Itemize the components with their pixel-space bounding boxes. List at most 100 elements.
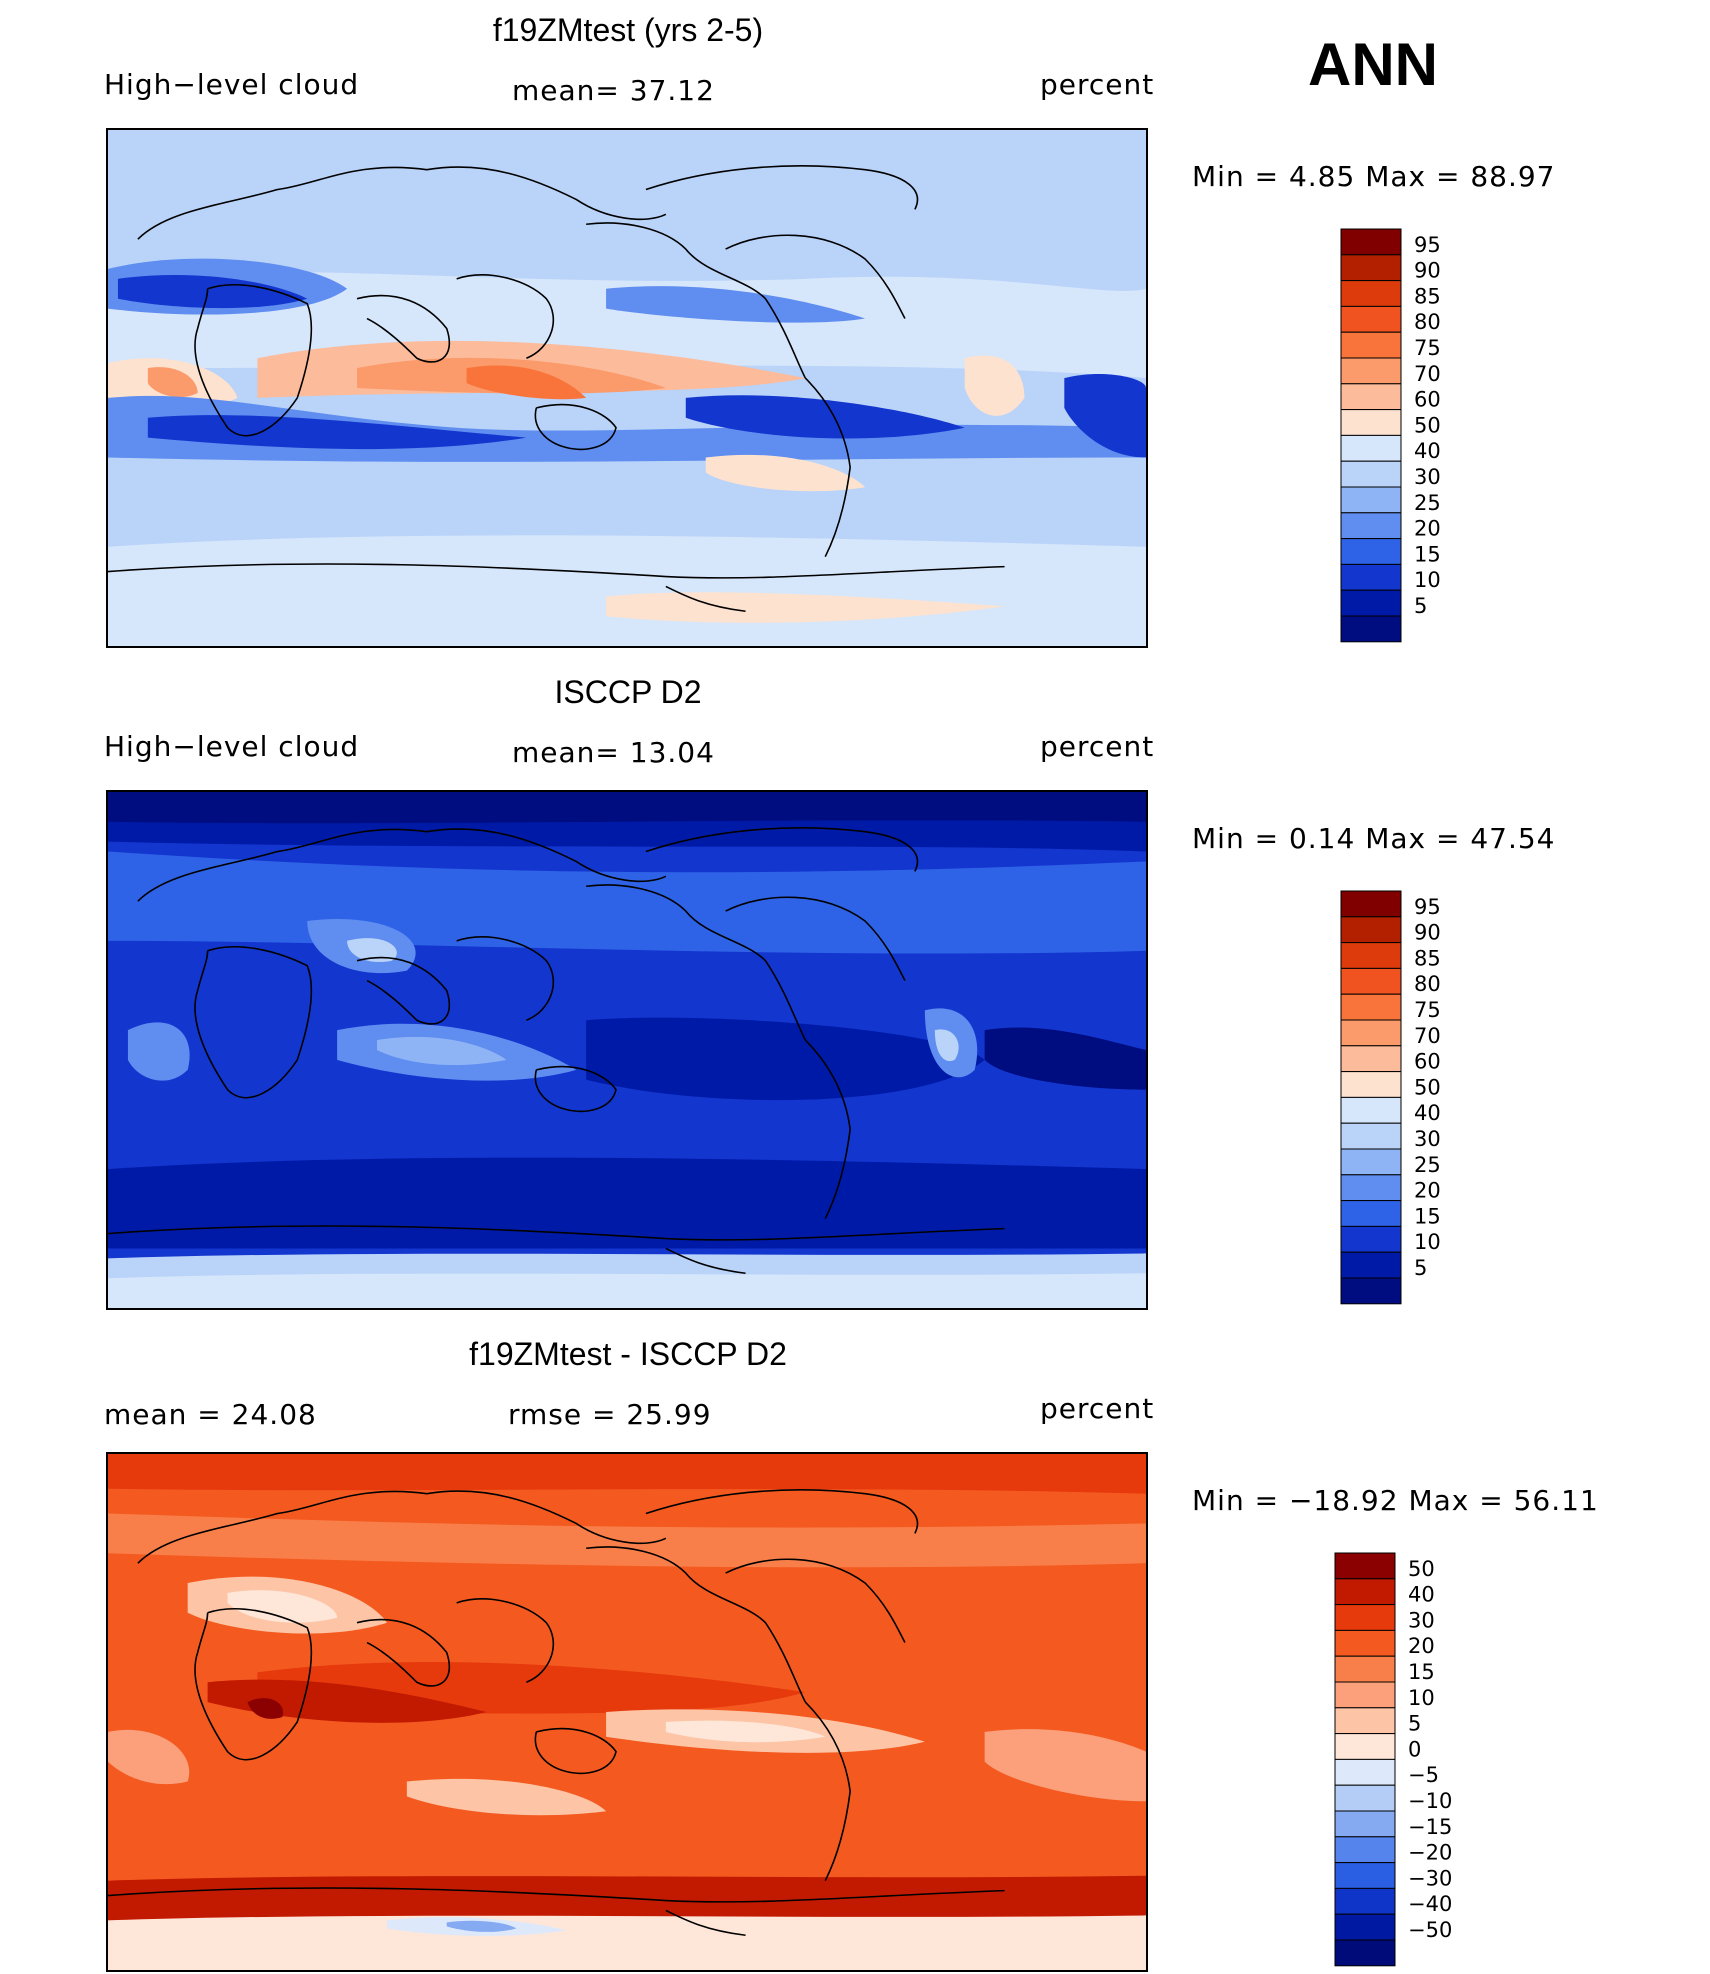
panel-2-map	[106, 790, 1148, 1310]
panel-2-title: ISCCP D2	[554, 674, 702, 710]
contour-region	[117, 274, 308, 309]
colorbar-tick-label: 30	[1414, 465, 1441, 489]
contour-region	[606, 592, 1005, 623]
colorbar-box	[1334, 1862, 1396, 1889]
panel-2-mean-label: mean= 13.04	[512, 736, 715, 769]
colorbar-box	[1340, 1174, 1402, 1202]
colorbar-box	[1334, 1939, 1396, 1967]
colorbar-box	[1340, 563, 1402, 591]
colorbar-box	[1334, 1887, 1396, 1915]
contour-region	[108, 1513, 1146, 1568]
colorbar-tick-label: 5	[1408, 1712, 1421, 1736]
colorbar-tick-label: −20	[1408, 1841, 1452, 1865]
contour-region	[108, 792, 1146, 824]
colorbar-box	[1340, 1122, 1402, 1150]
colorbar-tick-label: 0	[1408, 1737, 1421, 1761]
coastline	[665, 585, 746, 613]
panel-2-units-label: percent	[1040, 730, 1155, 763]
coastline	[137, 1490, 667, 1564]
coastline	[804, 1701, 851, 1882]
colorbar-tick-label: 10	[1414, 568, 1441, 592]
colorbar-tick-label: 50	[1408, 1557, 1435, 1581]
contour-region	[147, 367, 198, 398]
colorbar-tick-label: 40	[1408, 1583, 1435, 1607]
colorbar-box	[1334, 1578, 1396, 1606]
colorbar-box	[1340, 942, 1402, 969]
contour-region	[127, 1022, 190, 1081]
coastline	[645, 827, 919, 872]
colorbar-tick-label: 10	[1408, 1686, 1435, 1710]
coastline	[804, 377, 851, 558]
coastline	[725, 896, 906, 981]
colorbar-box	[1340, 280, 1402, 307]
panel-3-minmax: Min = −18.92 Max = 56.11	[1192, 1484, 1599, 1517]
colorbar-box	[1340, 305, 1402, 333]
colorbar-tick-label: 75	[1414, 336, 1441, 360]
colorbar-box	[1334, 1552, 1396, 1580]
coastline	[665, 1247, 746, 1275]
colorbar-box	[1340, 993, 1402, 1021]
coastline	[108, 1225, 1005, 1241]
colorbar-tick-label: 60	[1414, 1050, 1441, 1074]
colorbar-box	[1340, 1200, 1402, 1227]
colorbar-tick-label: 80	[1414, 972, 1441, 996]
colorbar-tick-label: 95	[1414, 895, 1441, 919]
coastline	[356, 956, 451, 1025]
panel-2-field-label: High−level cloud	[104, 730, 360, 763]
contour-region	[247, 1698, 284, 1719]
contour-region	[705, 454, 866, 492]
contour-region	[984, 1027, 1146, 1090]
contour-region	[984, 1729, 1146, 1802]
colorbar-tick-label: −30	[1408, 1866, 1452, 1890]
colorbar-box	[1334, 1836, 1396, 1864]
colorbar-box	[1340, 890, 1402, 918]
colorbar-box	[1340, 1225, 1402, 1253]
panel-1-units-label: percent	[1040, 68, 1155, 101]
contour-region	[108, 1729, 190, 1785]
coastline	[725, 234, 906, 319]
colorbar-tick-label: 30	[1408, 1608, 1435, 1632]
colorbar-tick-label: 25	[1414, 491, 1441, 515]
colorbar-box	[1340, 460, 1402, 488]
coastline	[356, 1618, 451, 1687]
colorbar-tick-label: 40	[1414, 439, 1441, 463]
coastline	[586, 222, 807, 379]
contour-region	[466, 365, 587, 400]
colorbar-tick-label: 80	[1414, 310, 1441, 334]
contour-region	[108, 1273, 1146, 1308]
coastlines	[108, 827, 1005, 1275]
coastline	[534, 1727, 617, 1775]
colorbar-tick-label: 70	[1414, 1024, 1441, 1048]
coastlines	[108, 165, 1005, 613]
contour-region	[347, 938, 397, 962]
colorbar-box	[1340, 1277, 1402, 1305]
coastline	[108, 563, 1005, 579]
coastline	[534, 403, 617, 451]
colorbar-tick-label: −10	[1408, 1789, 1452, 1813]
contour-region	[934, 1029, 959, 1062]
coastline	[534, 1065, 617, 1113]
coastline	[194, 945, 313, 1099]
colorbar-box	[1340, 916, 1402, 944]
panel-1-colorbar: 95 90 85 80 75 70 60 50 40 30 25 20 15 10 5	[1340, 228, 1470, 645]
panel-2-minmax: Min = 0.14 Max = 47.54	[1192, 822, 1556, 855]
colorbar-box	[1334, 1655, 1396, 1683]
coastline	[108, 1887, 1005, 1903]
colorbar-box	[1334, 1733, 1396, 1760]
colorbar-box	[1334, 1913, 1396, 1941]
colorbar-tick-label: 20	[1414, 1179, 1441, 1203]
coastline	[456, 274, 555, 359]
panel-3-title: f19ZMtest - ISCCP D2	[469, 1336, 787, 1372]
contour-region	[606, 286, 866, 323]
contour-region	[108, 535, 1146, 646]
colorbar-box	[1334, 1758, 1396, 1786]
colorbar-tick-label: 60	[1414, 388, 1441, 412]
colorbar-box	[1340, 1045, 1402, 1073]
contour-region	[964, 355, 1025, 416]
colorbar-box	[1340, 331, 1402, 359]
colorbar-tick-label: 85	[1414, 946, 1441, 970]
colorbar-tick-label: 50	[1414, 1075, 1441, 1099]
colorbar-box	[1340, 228, 1402, 256]
contour-region	[147, 415, 527, 450]
panel-2-colorbar: 95 90 85 80 75 70 60 50 40 30 25 20 15 10 5	[1340, 890, 1470, 1307]
